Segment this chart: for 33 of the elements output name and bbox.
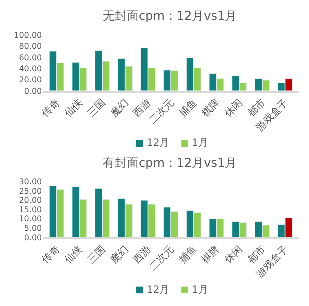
x-tick-label: 仙侠 — [62, 97, 86, 120]
y-tick-label: 10.00 — [19, 214, 42, 224]
x-tick-label: 三国 — [86, 98, 108, 120]
y-tick-label: 20.00 — [19, 196, 42, 206]
legend-label: 12月 — [147, 138, 170, 149]
chart-title: 有封面cpm：12月vs1月 — [103, 156, 238, 170]
x-tick-label: 魔幻 — [108, 97, 132, 120]
y-tick-label: 80.00 — [19, 42, 42, 52]
x-tick-label: 休闲 — [222, 244, 246, 266]
x-tick-label: 传奇 — [40, 98, 62, 120]
y-tick-label: 0.00 — [24, 86, 42, 96]
x-tick-label: 传奇 — [40, 244, 62, 266]
legend-label: 1月 — [192, 138, 208, 149]
chart-title: 无封面cpm：12月vs1月 — [103, 9, 238, 23]
y-tick-label: 25.00 — [19, 186, 42, 196]
x-tick-label: 休闲 — [222, 97, 246, 120]
x-tick-label: 棋牌 — [200, 97, 222, 120]
y-tick-label: 0.00 — [24, 233, 42, 242]
x-tick-label: 魔幻 — [108, 244, 132, 266]
x-tick-label: 仙侠 — [62, 244, 86, 266]
y-tick-label: 60.00 — [19, 53, 42, 62]
x-tick-label: 捕鱼 — [176, 244, 200, 266]
y-tick-label: 20.00 — [19, 76, 42, 85]
y-tick-label: 100.00 — [14, 31, 42, 40]
y-tick-label: 40.00 — [19, 64, 42, 74]
x-tick-label: 三国 — [86, 244, 108, 266]
x-tick-label: 棋牌 — [200, 244, 222, 266]
y-tick-label: 5.00 — [24, 224, 42, 233]
y-tick-label: 15.00 — [19, 205, 42, 214]
legend-label: 1月 — [192, 285, 208, 296]
x-tick-label: 捕鱼 — [176, 97, 200, 120]
legend-label: 12月 — [147, 285, 170, 296]
y-tick-label: 30.00 — [19, 178, 42, 187]
